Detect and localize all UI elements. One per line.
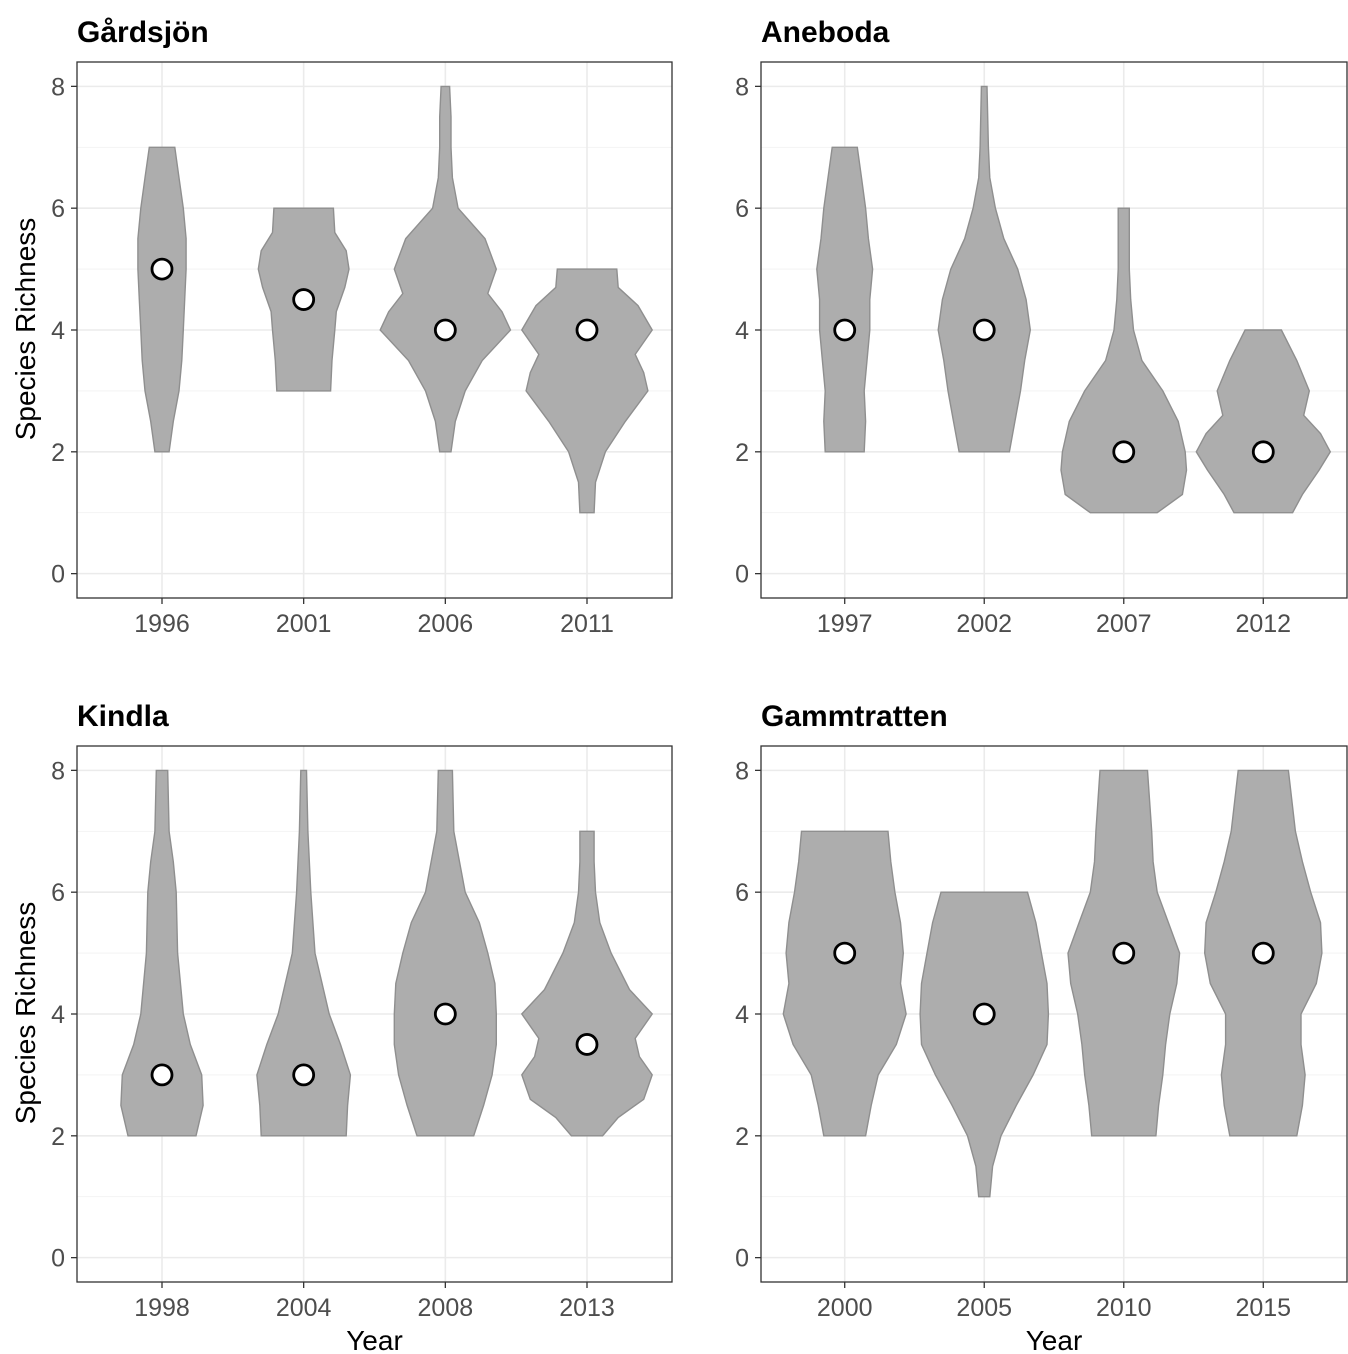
median-marker-2005 — [972, 1002, 996, 1026]
y-tick-label: 2 — [51, 1123, 65, 1151]
median-marker-2012 — [1251, 440, 1275, 464]
median-marker-1998 — [150, 1063, 174, 1087]
violin-2005 — [919, 891, 1050, 1198]
y-tick-label: 8 — [735, 757, 749, 785]
y-tick-label: 2 — [51, 439, 65, 467]
median-marker-2015 — [1251, 941, 1275, 965]
violin-2007 — [1060, 207, 1188, 514]
violin-2000 — [782, 830, 907, 1137]
median-marker-2004 — [292, 1063, 316, 1087]
y-tick-label: 2 — [735, 1123, 749, 1151]
y-tick-label: 4 — [735, 1001, 749, 1029]
x-axis-title: Year — [346, 1325, 403, 1354]
median-marker-2010 — [1112, 941, 1136, 965]
y-axis-title: Species Richness — [10, 218, 41, 441]
x-tick-label: 2008 — [418, 1294, 474, 1322]
y-tick-label: 2 — [735, 439, 749, 467]
violin-1996 — [137, 146, 187, 453]
x-tick-label: 2015 — [1235, 1294, 1291, 1322]
panel-title: Kindla — [77, 700, 169, 733]
median-marker-2001 — [292, 288, 316, 311]
x-tick-label: 1997 — [817, 610, 873, 638]
y-axis-title: Species Richness — [10, 902, 41, 1125]
y-tick-label: 6 — [51, 879, 65, 907]
x-tick-label: 2007 — [1096, 610, 1152, 638]
y-tick-label: 4 — [51, 317, 65, 345]
x-tick-label: 1998 — [134, 1294, 190, 1322]
median-marker-1996 — [150, 257, 174, 281]
y-tick-label: 0 — [51, 561, 65, 589]
violin-1998 — [120, 769, 204, 1137]
violin-2012 — [1195, 329, 1332, 514]
x-tick-label: 2001 — [276, 610, 332, 638]
panel-title: Gammtratten — [761, 700, 948, 733]
y-tick-label: 0 — [735, 561, 749, 589]
violin-2004 — [256, 769, 352, 1137]
median-marker-2007 — [1112, 440, 1136, 464]
x-tick-label: 2012 — [1235, 610, 1291, 638]
median-marker-1997 — [833, 318, 857, 342]
panel-title: Gårdsjön — [77, 16, 209, 49]
median-marker-2000 — [833, 941, 857, 965]
violin-1997 — [816, 146, 874, 453]
y-tick-label: 8 — [735, 73, 749, 101]
panel-title: Aneboda — [761, 16, 890, 49]
median-marker-2008 — [433, 1002, 457, 1026]
x-tick-label: 2005 — [956, 1294, 1012, 1322]
x-tick-label: 2000 — [817, 1294, 873, 1322]
x-tick-label: 2002 — [956, 610, 1012, 638]
x-tick-label: 2013 — [559, 1294, 615, 1322]
y-tick-label: 4 — [51, 1001, 65, 1029]
panel-3: 0 2 4 6 8 1998 2004 2008 2013 Kindla Year Species R… — [10, 700, 673, 1354]
y-tick-label: 0 — [51, 1245, 65, 1273]
y-tick-label: 8 — [51, 73, 65, 101]
y-tick-label: 4 — [735, 317, 749, 345]
y-tick-label: 8 — [51, 757, 65, 785]
y-tick-label: 0 — [735, 1245, 749, 1273]
median-marker-2013 — [575, 1033, 599, 1056]
y-tick-label: 6 — [51, 195, 65, 223]
y-tick-label: 6 — [735, 195, 749, 223]
y-tick-label: 6 — [735, 879, 749, 907]
violin-2006 — [379, 85, 512, 453]
x-tick-label: 2004 — [276, 1294, 332, 1322]
violin-2013 — [520, 830, 654, 1137]
x-tick-label: 2011 — [560, 610, 614, 638]
violin-2008 — [393, 769, 497, 1137]
median-marker-2006 — [433, 318, 457, 342]
x-tick-label: 1996 — [134, 610, 190, 638]
violin-2011 — [520, 268, 654, 514]
median-marker-2002 — [972, 318, 996, 342]
x-tick-label: 2006 — [418, 610, 474, 638]
x-tick-label: 2010 — [1096, 1294, 1152, 1322]
panel-4: 0 2 4 6 8 2000 2005 2010 2015 Gammtratten Year — [735, 700, 1348, 1354]
x-axis-title: Year — [1026, 1325, 1083, 1354]
panel-2: 0 2 4 6 8 1997 2002 2007 2012 Aneboda — [735, 16, 1348, 638]
panel-1: 0 2 4 6 8 1996 2001 2006 2011 Gårdsjön Species Ric… — [10, 16, 673, 638]
median-marker-2011 — [575, 318, 599, 342]
violin-2002 — [937, 85, 1032, 453]
